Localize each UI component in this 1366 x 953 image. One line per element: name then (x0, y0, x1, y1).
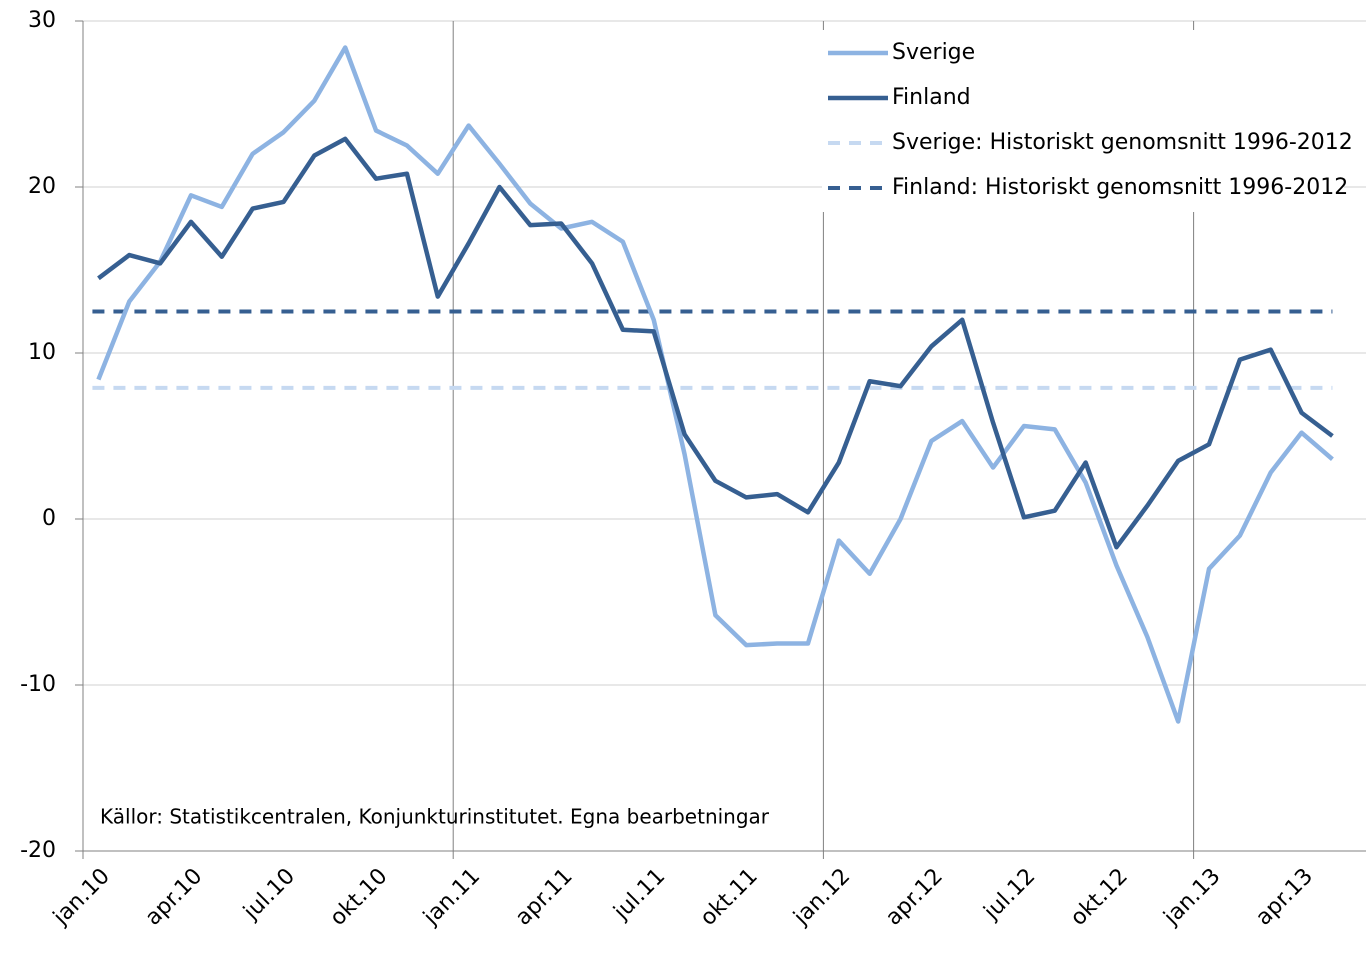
y-tick-label: 10 (28, 340, 56, 365)
y-tick-label: -10 (20, 672, 56, 697)
x-tick-label: okt.12 (1066, 864, 1133, 931)
line (96, 45, 1334, 724)
annotation: Källor: Statistikcentralen, Konjunkturin… (100, 805, 770, 829)
legend-label: Sverige (892, 40, 975, 65)
y-tick-label: 30 (28, 8, 56, 33)
y-tick-label: 20 (28, 174, 56, 199)
y-tick-label: 0 (42, 506, 56, 531)
x-tick-label: apr.12 (881, 864, 948, 931)
x-tick-label: okt.10 (326, 864, 393, 931)
x-tick-label: jul.11 (609, 864, 671, 926)
line (97, 136, 1334, 550)
x-tick-label: apr.10 (141, 864, 208, 931)
x-tick-label: apr.13 (1251, 864, 1318, 931)
y-tick-label: -20 (20, 838, 56, 863)
x-tick-label: jul.12 (979, 864, 1041, 926)
x-tick-label: okt.11 (696, 864, 763, 931)
legend-label: Sverige: Historiskt genomsnitt 1996-2012 (892, 130, 1353, 155)
x-tick-label: jan.10 (48, 864, 115, 931)
x-tick-label: jul.10 (238, 864, 300, 926)
x-tick-label: jan.11 (418, 864, 485, 931)
x-tick-label: jan.13 (1159, 864, 1226, 931)
legend-label: Finland (892, 85, 971, 110)
x-tick-label: jan.12 (788, 864, 855, 931)
x-tick-label: apr.11 (511, 864, 578, 931)
legend-label: Finland: Historiskt genomsnitt 1996-2012 (892, 175, 1348, 200)
legend-box (822, 30, 1344, 212)
